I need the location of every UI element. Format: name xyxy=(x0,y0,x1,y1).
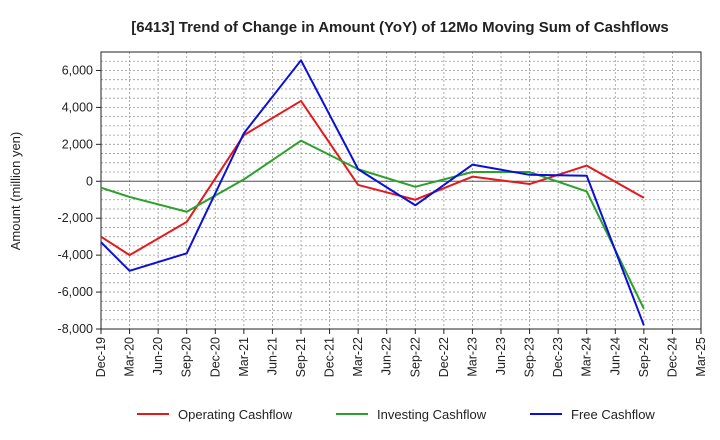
x-tick-label: Jun-20 xyxy=(151,337,165,375)
x-tick-label: Mar-22 xyxy=(351,337,365,377)
x-tick-label: Dec-20 xyxy=(208,337,222,377)
x-tick-label: Sep-22 xyxy=(408,337,422,377)
x-tick-label: Jun-22 xyxy=(380,337,394,375)
x-tick-label: Sep-24 xyxy=(637,337,651,377)
x-tick-label: Dec-22 xyxy=(437,337,451,377)
legend-label-free-cashflow: Free Cashflow xyxy=(571,407,655,422)
y-tick-label: -4,000 xyxy=(58,248,93,262)
x-tick-label: Sep-20 xyxy=(180,337,194,377)
y-tick-label: 2,000 xyxy=(62,137,93,151)
x-tick-label: Mar-23 xyxy=(465,337,479,377)
series-lines xyxy=(100,59,645,326)
x-tick-label: Mar-21 xyxy=(237,337,251,377)
x-tick-label: Dec-21 xyxy=(323,337,337,377)
x-tick-label: Mar-20 xyxy=(123,337,137,377)
y-tick-label: 4,000 xyxy=(62,100,93,114)
legend-label-operating-cashflow: Operating Cashflow xyxy=(178,407,293,422)
x-tick-label: Sep-23 xyxy=(523,337,537,377)
y-axis-ticks: -8,000 -6,000 -4,000 -2,000 0 2,000 4,000 6,000 xyxy=(58,63,101,336)
y-tick-label: -2,000 xyxy=(58,211,93,225)
x-tick-label: Dec-24 xyxy=(665,337,679,377)
plot-area-frame xyxy=(100,51,702,330)
y-tick-label: 6,000 xyxy=(62,63,93,77)
y-axis-label: Amount (million yen) xyxy=(8,132,23,251)
x-tick-label: Jun-24 xyxy=(608,337,622,375)
chart-title: [6413] Trend of Change in Amount (YoY) o… xyxy=(131,19,669,36)
x-tick-label: Sep-21 xyxy=(294,337,308,377)
x-tick-label: Dec-19 xyxy=(94,337,108,377)
grid-lines xyxy=(100,51,702,330)
legend: Operating Cashflow Investing Cashflow Free… xyxy=(137,407,655,422)
legend-label-investing-cashflow: Investing Cashflow xyxy=(377,407,487,422)
x-tick-label: Mar-25 xyxy=(694,337,708,377)
y-tick-label: -6,000 xyxy=(58,285,93,299)
y-tick-label: 0 xyxy=(86,174,93,188)
series-line-free-cashflow xyxy=(100,59,645,326)
x-tick-label: Jun-21 xyxy=(265,337,279,375)
y-tick-label: -8,000 xyxy=(58,322,93,336)
x-tick-label: Mar-24 xyxy=(580,337,594,377)
x-axis-ticks: Dec-19 Mar-20 Jun-20 Sep-20 Dec-20 Mar-21 Jun-… xyxy=(94,329,708,377)
x-tick-label: Dec-23 xyxy=(551,337,565,377)
x-tick-label: Jun-23 xyxy=(494,337,508,375)
